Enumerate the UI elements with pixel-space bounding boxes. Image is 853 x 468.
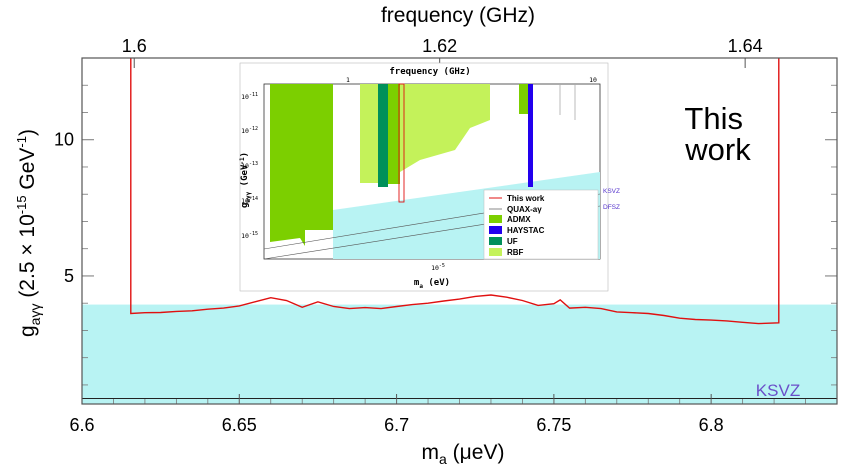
inset-top-tick-10: 10	[589, 76, 597, 84]
top-axis-title: frequency (GHz)	[381, 4, 535, 27]
inset-y-tick-1e-12: 10-12	[241, 126, 258, 135]
inset-haystac-region	[528, 84, 533, 187]
legend-swatch-admx	[489, 215, 502, 223]
legend-label-rbf: RBF	[507, 248, 524, 257]
inset-top-title: frequency (GHz)	[389, 67, 470, 77]
x-tick-label: 6.65	[222, 415, 257, 435]
legend-label-haystac: HAYSTAC	[507, 226, 545, 235]
legend-swatch-rbf	[489, 248, 502, 256]
inset-y-tick-1e-11: 10-11	[241, 92, 258, 101]
legend-swatch-haystac	[489, 226, 502, 234]
inset-legend-box	[483, 189, 599, 260]
x-tick-label: 6.8	[699, 415, 724, 435]
top-axis-ticks: 1.6 1.62 1.64	[122, 36, 763, 68]
y-tick-label: 5	[64, 266, 74, 286]
inset-admx-region	[270, 84, 333, 246]
inset-this-work-region	[398, 83, 405, 203]
x-tick-label: 6.7	[384, 415, 409, 435]
inset-legend: This work QUAX-aγ ADMX HAYSTAC UF RBF	[483, 189, 599, 260]
inset-chart: frequency (GHz) 1 10 KSVZ DFSZ 10-11 10-…	[239, 62, 620, 292]
inset-top-tick-1: 1	[346, 76, 350, 84]
x-axis-title: ma (μeV)	[422, 441, 505, 467]
inset-ksvz-label: KSVZ	[603, 188, 620, 195]
top-tick-label: 1.6	[122, 36, 147, 56]
inset-admx-region-3	[519, 84, 528, 114]
inset-x-axis-title: ma (eV)	[414, 278, 450, 290]
bottom-axis-ticks: 6.6 6.65 6.7 6.75 6.8	[69, 394, 838, 435]
x-tick-label: 6.6	[69, 415, 94, 435]
legend-label-uf: UF	[507, 237, 518, 246]
this-work-limit-line	[130, 58, 780, 325]
ksvz-label: KSVZ	[756, 381, 800, 400]
inset-dfsz-label: DFSZ	[603, 204, 620, 211]
inset-y-tick-1e-14: 10-14	[241, 196, 258, 205]
top-tick-label: 1.64	[728, 36, 763, 56]
legend-label-admx: ADMX	[507, 215, 531, 224]
inset-y-tick-1e-13: 10-13	[241, 161, 258, 170]
ksvz-excluded-region	[82, 304, 837, 404]
inset-y-tick-1e-15: 10-15	[241, 231, 258, 240]
x-tick-label: 6.75	[536, 415, 571, 435]
legend-label-this-work: This work	[507, 194, 545, 203]
y-axis-title: gaγγ (2.5 × 10-15 GeV-1)	[14, 129, 43, 337]
y-tick-label: 10	[54, 130, 74, 150]
left-axis-ticks: 5 10	[54, 57, 837, 386]
legend-label-quax: QUAX-aγ	[507, 205, 542, 214]
top-tick-label: 1.62	[422, 36, 457, 56]
inset-uf-region	[378, 84, 388, 187]
inset-x-tick: 10-5	[431, 263, 445, 272]
this-work-annotation: This work	[684, 101, 751, 167]
legend-swatch-uf	[489, 237, 502, 245]
main-plot-frame	[81, 57, 838, 405]
